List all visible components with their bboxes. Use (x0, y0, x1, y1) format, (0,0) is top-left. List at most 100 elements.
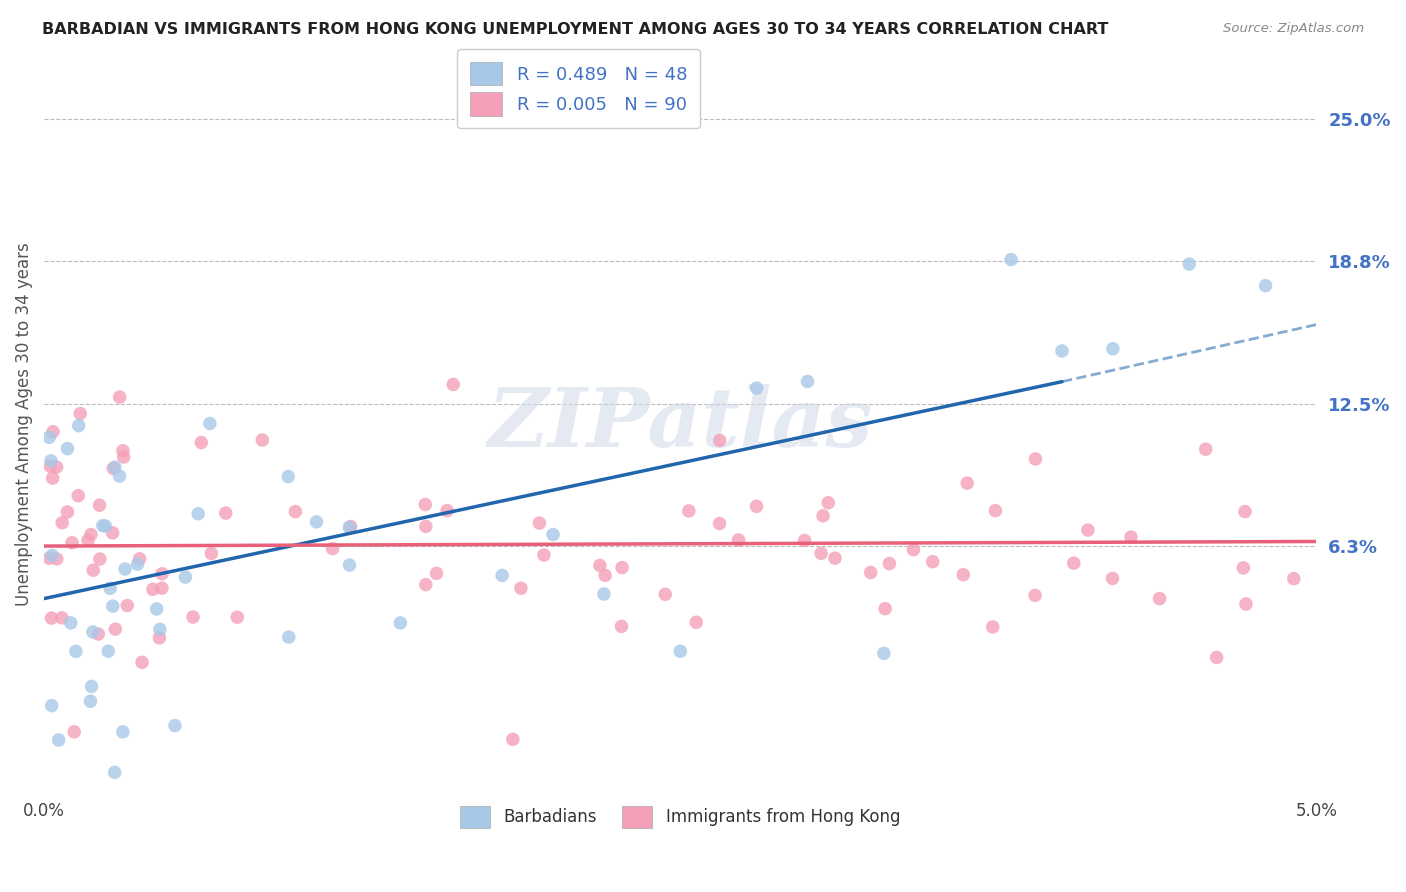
Point (128, 551, 150, 566)
Point (67, 489, 90, 503)
Point (131, 656, 153, 670)
Point (108, 469, 131, 483)
Point (41, 549, 63, 563)
Point (39, 454, 62, 468)
Point (1102, 342, 1125, 356)
Point (277, 630, 299, 644)
Point (1149, 591, 1171, 606)
Point (42, 425, 65, 439)
Point (1232, 561, 1254, 575)
Point (1101, 571, 1123, 585)
Point (67, 418, 90, 433)
Point (215, 506, 238, 520)
Point (181, 610, 204, 624)
Point (82, 563, 104, 577)
Point (108, 390, 131, 404)
Point (69, 407, 91, 421)
Point (38, 551, 60, 566)
Point (150, 566, 173, 581)
Point (745, 381, 768, 395)
Point (104, 460, 127, 475)
Point (425, 566, 447, 581)
Text: ZIPatlas: ZIPatlas (488, 384, 873, 464)
Point (389, 615, 412, 630)
Point (41, 611, 63, 625)
Point (45, 552, 67, 566)
Point (541, 527, 564, 541)
Point (921, 555, 943, 569)
Point (174, 570, 197, 584)
Point (903, 542, 925, 557)
Point (284, 505, 307, 519)
Point (226, 610, 249, 624)
Point (415, 577, 437, 591)
Point (252, 433, 274, 447)
Point (200, 546, 222, 560)
Point (824, 551, 846, 566)
Point (1195, 442, 1218, 457)
Point (111, 443, 134, 458)
Point (436, 503, 458, 517)
Point (745, 500, 768, 514)
Point (491, 568, 513, 582)
Point (593, 568, 616, 582)
Point (51, 516, 73, 530)
Point (190, 435, 212, 450)
Point (1050, 343, 1073, 358)
Text: Source: ZipAtlas.com: Source: ZipAtlas.com (1223, 22, 1364, 36)
Point (1024, 588, 1046, 602)
Point (669, 644, 692, 658)
Point (101, 599, 124, 614)
Point (533, 548, 555, 562)
Point (337, 520, 360, 534)
Point (51, 611, 73, 625)
Point (103, 461, 125, 475)
Point (112, 450, 135, 464)
Point (413, 498, 436, 512)
Point (510, 581, 533, 595)
Point (709, 434, 731, 448)
Point (87, 627, 110, 641)
Point (956, 476, 979, 491)
Point (339, 519, 361, 533)
Point (1024, 452, 1046, 467)
Point (41, 471, 63, 485)
Point (1178, 257, 1201, 271)
Point (145, 602, 167, 616)
Point (796, 375, 818, 389)
Legend: Barbadians, Immigrants from Hong Kong: Barbadians, Immigrants from Hong Kong (453, 797, 908, 836)
Point (58, 807, 80, 822)
Point (1205, 650, 1227, 665)
Point (502, 732, 524, 747)
Point (101, 525, 124, 540)
Point (981, 620, 1004, 634)
Point (63, 724, 86, 739)
Point (678, 504, 700, 518)
Point (1282, 572, 1305, 586)
Point (79, 694, 101, 708)
Point (111, 725, 134, 739)
Point (149, 623, 172, 637)
Point (48, 733, 70, 747)
Point (150, 581, 173, 595)
Point (1063, 556, 1085, 570)
Point (1000, 252, 1022, 267)
Point (98, 582, 121, 596)
Point (148, 631, 170, 645)
Point (1254, 278, 1277, 293)
Point (879, 557, 901, 571)
Point (1077, 523, 1099, 537)
Point (685, 615, 707, 630)
Point (104, 622, 127, 636)
Point (339, 558, 361, 573)
Point (89, 498, 111, 512)
Point (60, 535, 83, 549)
Point (610, 560, 633, 574)
Point (117, 599, 139, 613)
Point (45, 460, 67, 475)
Point (277, 469, 299, 483)
Point (593, 587, 616, 601)
Point (654, 587, 676, 601)
Point (529, 516, 551, 530)
Point (727, 533, 749, 547)
